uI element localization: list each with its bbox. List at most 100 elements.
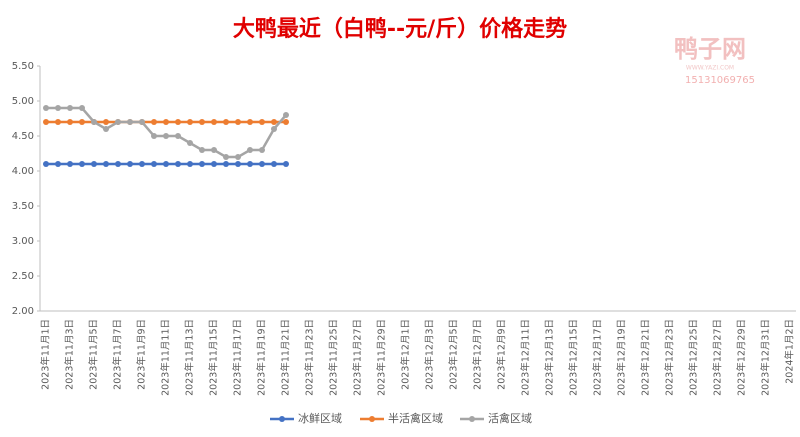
legend-marker xyxy=(469,416,475,422)
x-tick-label: 2023年11月3日 xyxy=(64,319,76,390)
point xyxy=(103,161,109,167)
point xyxy=(271,126,277,132)
x-tick-label: 2023年12月25日 xyxy=(688,319,700,396)
y-tick-label: 5.00 xyxy=(12,96,34,107)
y-tick-label: 4.00 xyxy=(12,166,34,177)
point xyxy=(91,119,97,125)
x-tick-label: 2023年11月19日 xyxy=(256,319,268,396)
point xyxy=(79,119,85,125)
x-tick-label: 2023年11月15日 xyxy=(208,319,220,396)
point xyxy=(163,133,169,139)
point xyxy=(187,161,193,167)
point xyxy=(43,119,49,125)
x-tick-label: 2023年12月7日 xyxy=(472,319,484,390)
point xyxy=(211,119,217,125)
watermark-logo: 鸭子网 xyxy=(674,35,746,63)
point xyxy=(223,119,229,125)
point xyxy=(79,161,85,167)
y-tick-label: 2.00 xyxy=(12,306,34,317)
point xyxy=(283,119,289,125)
y-tick-label: 3.50 xyxy=(12,201,34,212)
point xyxy=(235,119,241,125)
point xyxy=(247,119,253,125)
point xyxy=(211,161,217,167)
x-tick-label: 2023年11月23日 xyxy=(304,319,316,396)
point xyxy=(151,161,157,167)
point xyxy=(163,161,169,167)
legend-label: 半活禽区域 xyxy=(388,411,443,425)
watermark-site: WWW.YAZI.COM xyxy=(686,65,734,72)
point xyxy=(151,119,157,125)
x-tick-label: 2023年11月17日 xyxy=(232,319,244,396)
x-tick-label: 2023年12月19日 xyxy=(616,319,628,396)
x-tick-label: 2023年12月27日 xyxy=(712,319,724,396)
point xyxy=(67,105,73,111)
point xyxy=(55,119,61,125)
point xyxy=(199,161,205,167)
point xyxy=(247,161,253,167)
legend-marker xyxy=(369,416,375,422)
point xyxy=(235,161,241,167)
point xyxy=(67,161,73,167)
point xyxy=(127,161,133,167)
point xyxy=(175,161,181,167)
x-tick-label: 2023年11月27日 xyxy=(352,319,364,396)
x-tick-label: 2023年11月9日 xyxy=(136,319,148,390)
point xyxy=(79,105,85,111)
x-tick-label: 2023年12月29日 xyxy=(736,319,748,396)
x-tick-label: 2023年12月23日 xyxy=(664,319,676,396)
watermark-phone: 15131069765 xyxy=(685,75,755,86)
point xyxy=(127,119,133,125)
point xyxy=(187,119,193,125)
point xyxy=(43,161,49,167)
point xyxy=(175,119,181,125)
y-tick-label: 5.50 xyxy=(12,61,34,72)
point xyxy=(223,154,229,160)
point xyxy=(199,119,205,125)
point xyxy=(55,161,61,167)
x-tick-label: 2023年12月21日 xyxy=(640,319,652,396)
x-tick-label: 2024年1月2日 xyxy=(784,319,796,384)
point xyxy=(103,126,109,132)
point xyxy=(67,119,73,125)
point xyxy=(199,147,205,153)
point xyxy=(283,112,289,118)
x-tick-label: 2023年12月11日 xyxy=(520,319,532,396)
point xyxy=(211,147,217,153)
y-tick-label: 3.00 xyxy=(12,236,34,247)
point xyxy=(103,119,109,125)
point xyxy=(139,119,145,125)
legend-marker xyxy=(279,416,285,422)
point xyxy=(139,161,145,167)
point xyxy=(115,161,121,167)
x-tick-label: 2023年12月15日 xyxy=(568,319,580,396)
x-tick-label: 2023年12月9日 xyxy=(496,319,508,390)
point xyxy=(259,147,265,153)
x-tick-label: 2023年11月13日 xyxy=(184,319,196,396)
y-tick-label: 4.50 xyxy=(12,131,34,142)
x-tick-label: 2023年12月13日 xyxy=(544,319,556,396)
point xyxy=(259,119,265,125)
point xyxy=(259,161,265,167)
point xyxy=(91,161,97,167)
point xyxy=(151,133,157,139)
point xyxy=(43,105,49,111)
x-tick-label: 2023年12月1日 xyxy=(400,319,412,390)
x-tick-label: 2023年11月7日 xyxy=(112,319,124,390)
x-tick-label: 2023年11月11日 xyxy=(160,319,172,396)
legend-label: 冰鲜区域 xyxy=(298,411,342,425)
x-tick-label: 2023年11月21日 xyxy=(280,319,292,396)
point xyxy=(175,133,181,139)
point xyxy=(283,161,289,167)
y-tick-label: 2.50 xyxy=(12,271,34,282)
point xyxy=(271,119,277,125)
chart-title: 大鸭最近（白鸭--元/斤）价格走势 xyxy=(233,16,567,42)
legend-label: 活禽区域 xyxy=(488,411,532,425)
x-tick-label: 2023年11月5日 xyxy=(88,319,100,390)
x-tick-label: 2023年12月17日 xyxy=(592,319,604,396)
point xyxy=(55,105,61,111)
point xyxy=(271,161,277,167)
point xyxy=(163,119,169,125)
x-tick-label: 2023年11月25日 xyxy=(328,319,340,396)
